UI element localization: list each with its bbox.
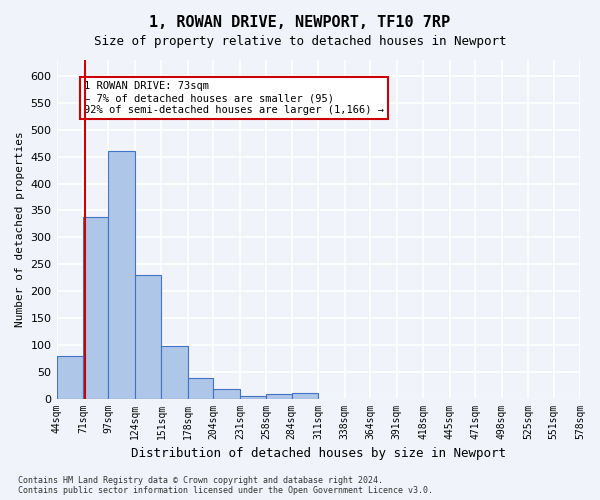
Bar — [135, 275, 161, 398]
Text: Size of property relative to detached houses in Newport: Size of property relative to detached ho… — [94, 35, 506, 48]
Bar — [83, 217, 109, 398]
Bar — [292, 393, 318, 398]
Bar — [240, 396, 266, 398]
Text: Contains HM Land Registry data © Crown copyright and database right 2024.
Contai: Contains HM Land Registry data © Crown c… — [18, 476, 433, 495]
X-axis label: Distribution of detached houses by size in Newport: Distribution of detached houses by size … — [131, 447, 506, 460]
Y-axis label: Number of detached properties: Number of detached properties — [15, 132, 25, 327]
Text: 1 ROWAN DRIVE: 73sqm
← 7% of detached houses are smaller (95)
92% of semi-detach: 1 ROWAN DRIVE: 73sqm ← 7% of detached ho… — [84, 82, 384, 114]
Bar — [214, 389, 240, 398]
Text: 1, ROWAN DRIVE, NEWPORT, TF10 7RP: 1, ROWAN DRIVE, NEWPORT, TF10 7RP — [149, 15, 451, 30]
Bar — [109, 152, 135, 398]
Bar — [161, 346, 188, 399]
Bar — [266, 394, 292, 398]
Bar — [56, 356, 83, 399]
Bar — [188, 378, 214, 398]
